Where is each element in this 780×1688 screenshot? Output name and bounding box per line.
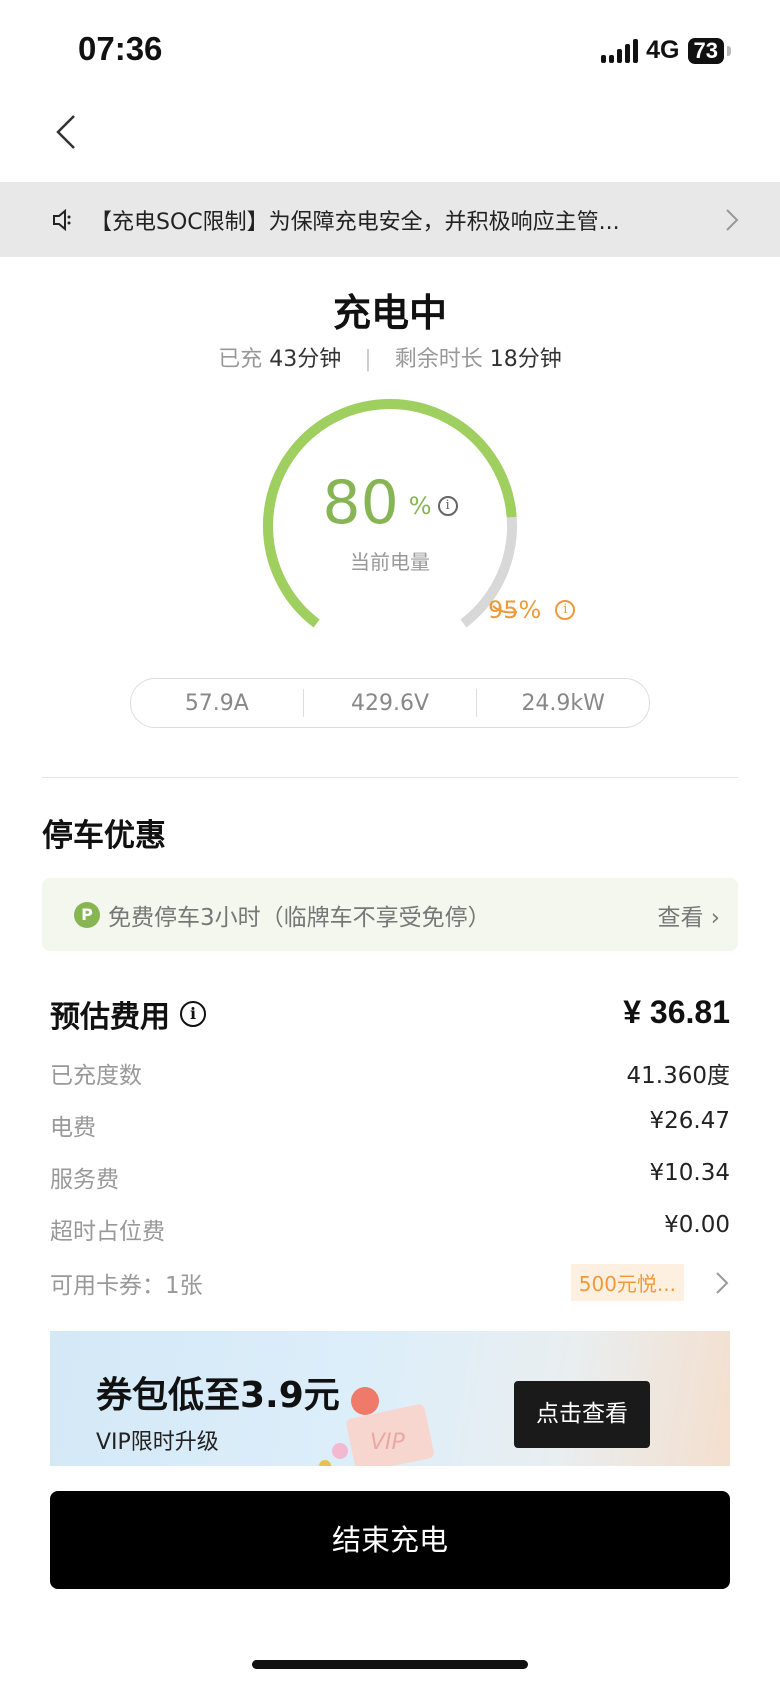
parking-offer-text: 免费停车3小时（临牌车不享受免停）: [108, 904, 491, 931]
parking-offer[interactable]: P 免费停车3小时（临牌车不享受免停） 查看 ›: [42, 878, 738, 951]
fee-label: 超时占位费: [50, 1219, 165, 1245]
divider: [302, 689, 305, 717]
gauge-progress: [263, 399, 517, 628]
network-type: 4G: [646, 36, 680, 64]
soc-readout: 80% i: [0, 468, 780, 538]
parking-view-link[interactable]: 查看 ›: [657, 904, 720, 931]
speaker-icon: [53, 208, 71, 231]
charging-status-title: 充电中: [332, 291, 447, 335]
fee-label: 已充度数: [50, 1063, 142, 1089]
divider: [42, 777, 738, 778]
banner-subtitle: VIP限时升级: [96, 1430, 219, 1455]
fee-value: ¥0.00: [664, 1212, 730, 1238]
coupon-tag: 500元悦...: [570, 1264, 684, 1301]
chevron-right-icon: [716, 1271, 729, 1294]
info-icon[interactable]: i: [437, 496, 458, 516]
coupon-row[interactable]: 可用卡券：1张 500元悦...: [50, 1264, 730, 1301]
fee-label: 电费: [50, 1115, 96, 1141]
fee-value: ¥26.47: [649, 1108, 730, 1134]
soc-label: 当前电量: [350, 550, 430, 574]
info-icon[interactable]: i: [180, 1001, 206, 1027]
back-button[interactable]: [52, 112, 78, 163]
fee-value: ¥10.34: [649, 1160, 730, 1186]
separator: |: [364, 347, 372, 372]
coupon-label: 可用卡券：1张: [50, 1272, 203, 1299]
parking-title: 停车优惠: [42, 818, 166, 854]
chevron-left-icon: [56, 115, 75, 149]
vip-card-text: VIP: [370, 1430, 406, 1455]
fee-value: 41.360度: [626, 1063, 730, 1089]
banner-headline: 券包低至3.9元: [96, 1375, 340, 1416]
signal-icon: [601, 38, 639, 63]
charging-durations: 已充 43分钟 | 剩余时长 18分钟: [0, 341, 780, 373]
divider: [475, 689, 478, 717]
home-indicator[interactable]: [252, 1660, 528, 1669]
target-marker: [492, 605, 518, 614]
target-soc[interactable]: 95% i: [488, 596, 576, 624]
vip-banner[interactable]: 券包低至3.9元 VIP限时升级 VIP 点击查看: [50, 1331, 730, 1466]
info-icon[interactable]: i: [555, 600, 576, 620]
end-charging-button[interactable]: 结束充电: [50, 1491, 730, 1589]
soc-value: 80: [322, 468, 399, 538]
fee-row: 超时占位费 ¥0.00: [50, 1212, 730, 1246]
battery-icon: 73: [687, 37, 732, 64]
charged-value: 43分钟: [269, 347, 342, 372]
estimated-fee-title: 预估费用 i: [50, 992, 206, 1036]
status-indicators: 4G 73: [601, 36, 732, 65]
current-value: 57.9A: [184, 690, 249, 716]
fee-title-text: 预估费用: [50, 1000, 170, 1035]
banner-view-button[interactable]: 点击查看: [514, 1381, 650, 1448]
vip-card-illustration: VIP: [319, 1387, 434, 1466]
fee-label: 服务费: [50, 1167, 119, 1193]
fee-total: ¥ 36.81: [623, 994, 730, 1030]
fee-row: 已充度数 41.360度: [50, 1056, 730, 1090]
notice-bar[interactable]: 【充电SOC限制】为保障充电安全，并积极响应主管...: [0, 182, 780, 257]
charged-label: 已充: [218, 347, 263, 372]
status-time: 07:36: [78, 30, 163, 67]
notice-text: 【充电SOC限制】为保障充电安全，并积极响应主管...: [90, 209, 620, 235]
charging-metrics: 57.9A 429.6V 24.9kW: [130, 678, 650, 728]
fee-row: 电费 ¥26.47: [50, 1108, 730, 1142]
power-value: 24.9kW: [521, 690, 605, 716]
remaining-label: 剩余时长: [394, 347, 483, 372]
chevron-right-icon: [726, 208, 739, 231]
remaining-value: 18分钟: [489, 347, 562, 372]
target-soc-value: 95%: [488, 596, 542, 624]
soc-unit: %: [408, 492, 432, 520]
voltage-value: 429.6V: [350, 690, 430, 716]
fee-row: 服务费 ¥10.34: [50, 1160, 730, 1194]
soc-gauge: [263, 399, 518, 628]
parking-icon: P: [74, 901, 100, 928]
